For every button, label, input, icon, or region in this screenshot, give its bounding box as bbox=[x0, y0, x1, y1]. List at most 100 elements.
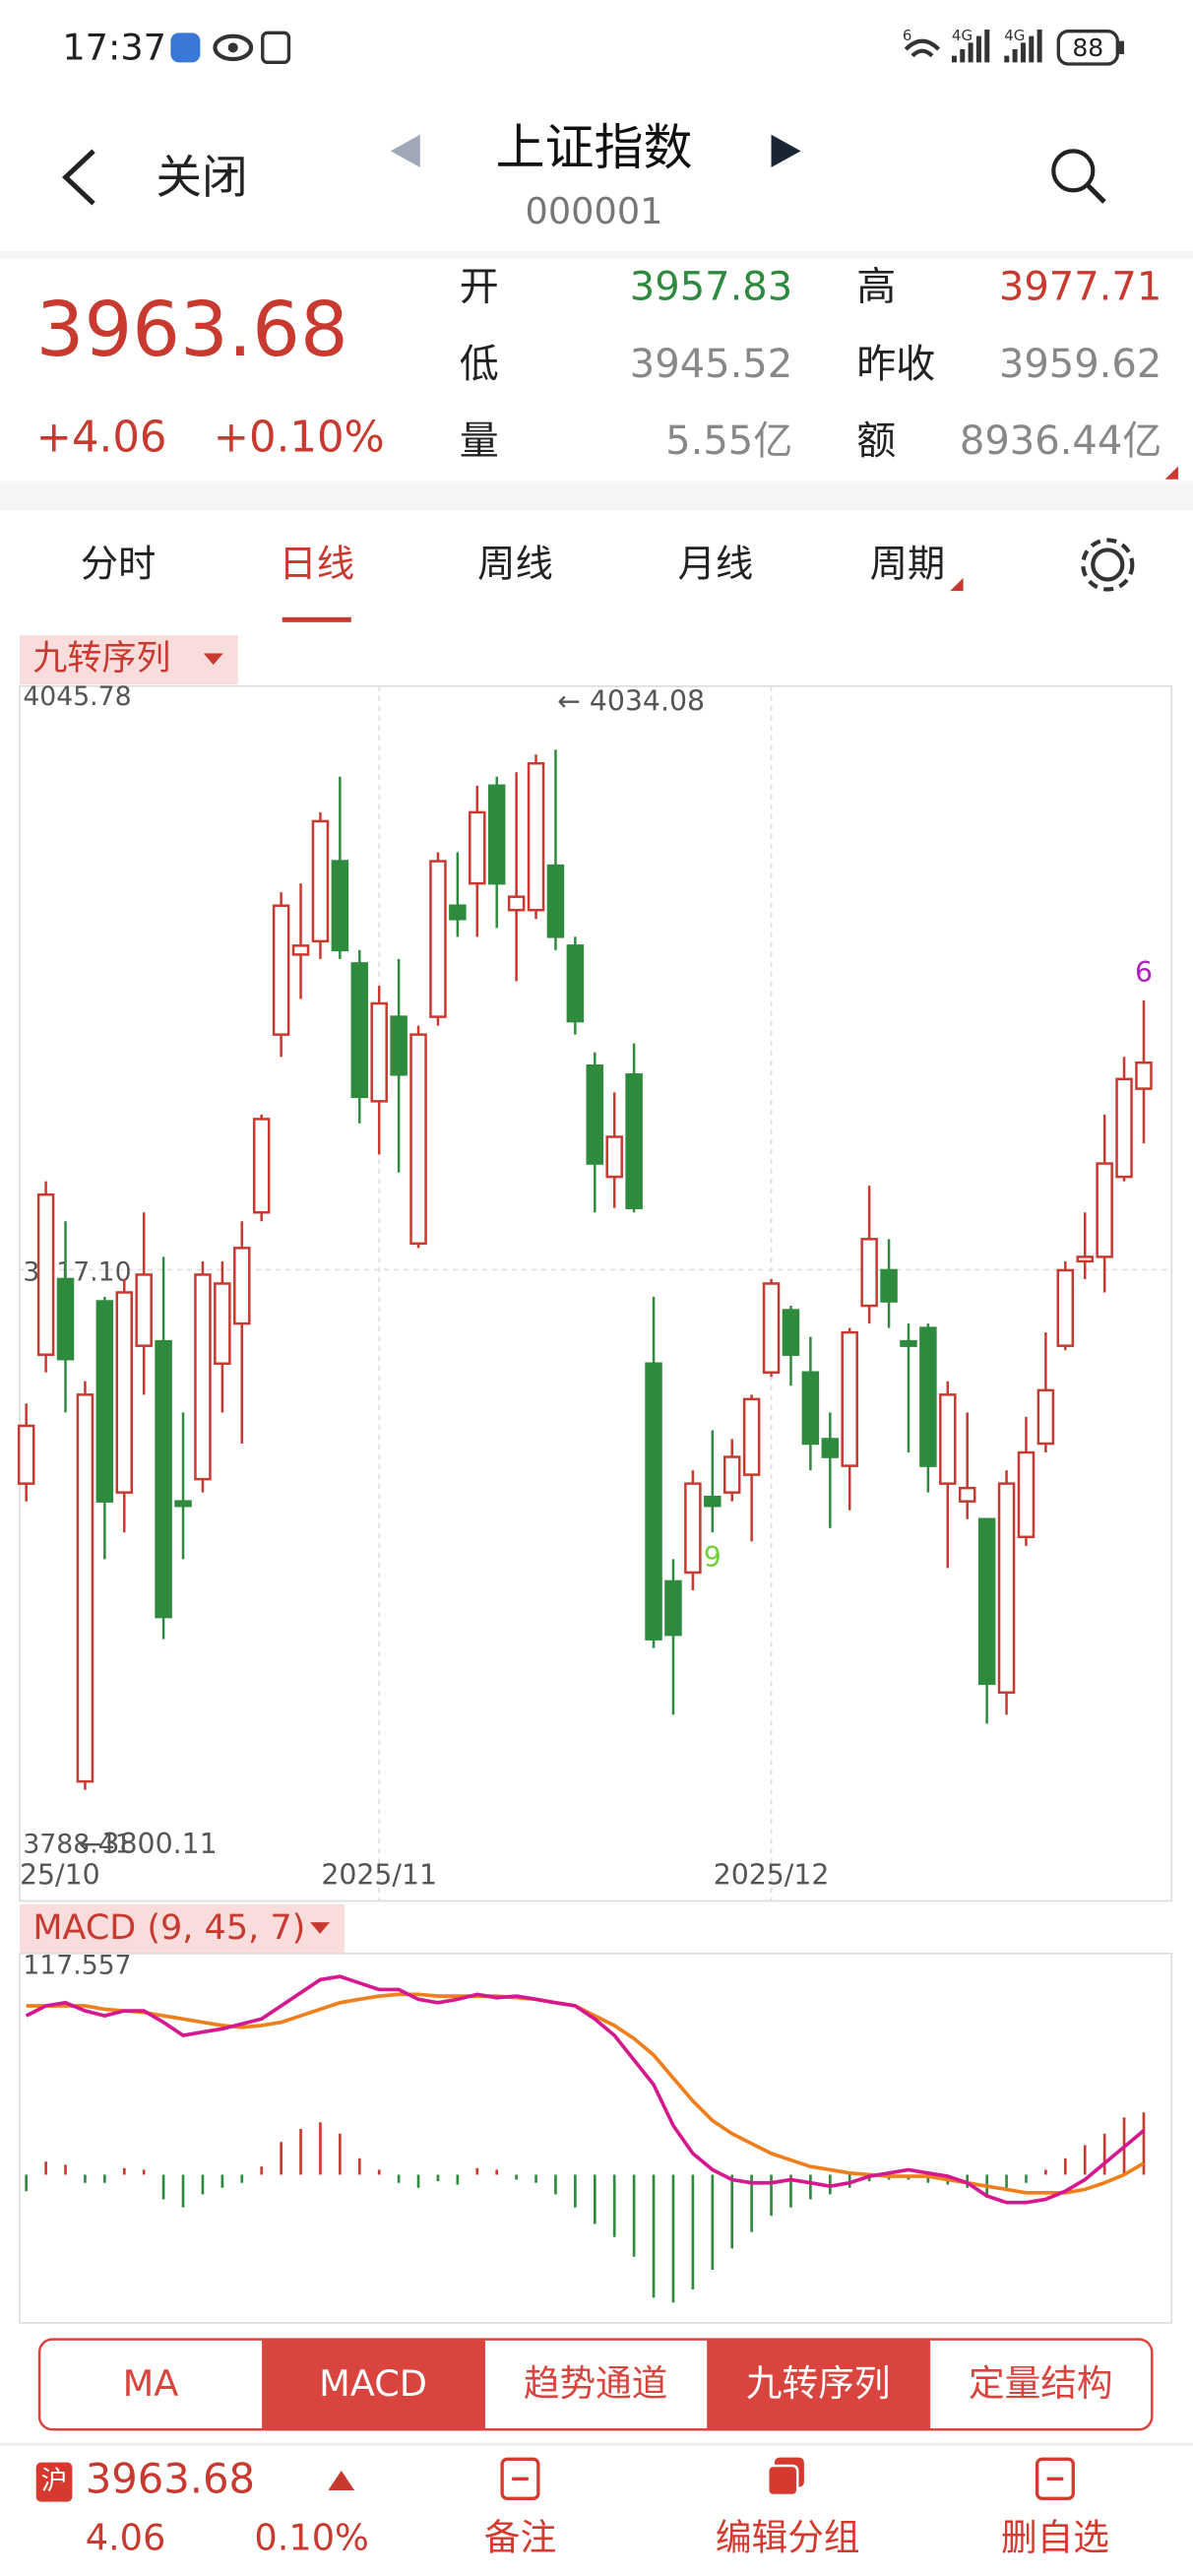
candle-body bbox=[586, 1063, 604, 1165]
tab-underline bbox=[282, 616, 351, 622]
candle-body bbox=[841, 1330, 858, 1467]
action-icon bbox=[1035, 2457, 1075, 2500]
candle-body bbox=[722, 1455, 741, 1494]
settings-icon[interactable] bbox=[1081, 538, 1135, 592]
candle-body bbox=[36, 1192, 55, 1356]
tab[interactable]: 日线 bbox=[279, 543, 354, 587]
field-value: 3977.71 bbox=[999, 264, 1162, 309]
candle-body bbox=[997, 1482, 1016, 1695]
candle-body bbox=[645, 1362, 662, 1641]
indicator-name: 九转序列 bbox=[32, 639, 170, 678]
candle-body bbox=[1115, 1077, 1133, 1179]
prev-arrow[interactable] bbox=[390, 134, 420, 168]
chart-frame bbox=[19, 685, 1173, 1902]
action-label[interactable]: 编辑分组 bbox=[716, 2516, 860, 2558]
signal-label: 6 bbox=[1135, 956, 1153, 989]
candle-body bbox=[291, 944, 310, 956]
field-label: 昨收 bbox=[856, 342, 935, 387]
button-active-bg bbox=[707, 2339, 930, 2430]
candle-body bbox=[762, 1282, 781, 1375]
field-label: 额 bbox=[856, 419, 896, 464]
candle-body bbox=[546, 864, 565, 938]
indicator-tag[interactable] bbox=[20, 635, 238, 685]
candle-body bbox=[821, 1438, 840, 1458]
candle-body bbox=[469, 810, 486, 885]
wifi-icon bbox=[904, 38, 941, 58]
indicator-button[interactable]: 定量结构 bbox=[969, 2362, 1113, 2405]
field-value: 3959.62 bbox=[999, 342, 1162, 387]
max-label: ← 4034.08 bbox=[557, 685, 705, 718]
gear-inner bbox=[1091, 547, 1125, 582]
dif-line bbox=[25, 1974, 1146, 2205]
candle-body bbox=[17, 1424, 35, 1485]
back-icon[interactable] bbox=[62, 149, 95, 206]
signal-label: 4G bbox=[952, 27, 973, 44]
indicator-buttons: MA MACD 趋势通道 九转序列 定量结构 bbox=[37, 2338, 1154, 2431]
divider bbox=[0, 2442, 1193, 2446]
y-tick-label: 3788.41 bbox=[23, 1829, 131, 1859]
tab[interactable]: 分时 bbox=[81, 543, 157, 587]
y-tick-label: 4045.78 bbox=[23, 681, 131, 712]
nfc-icon bbox=[261, 31, 291, 65]
tab[interactable]: 周线 bbox=[477, 543, 553, 587]
price-change: +4.06 bbox=[36, 413, 167, 462]
eye-icon bbox=[213, 33, 254, 62]
candle-body bbox=[625, 1073, 643, 1209]
close-button[interactable]: 关闭 bbox=[156, 152, 247, 205]
candle-body bbox=[155, 1339, 172, 1619]
field-label: 开 bbox=[460, 264, 499, 309]
action-icon bbox=[500, 2457, 540, 2500]
candle-body bbox=[214, 1282, 231, 1365]
x-tick-label: 2025/11 bbox=[321, 1858, 437, 1891]
candle-body bbox=[449, 904, 467, 921]
indicator-button[interactable]: 趋势通道 bbox=[524, 2362, 668, 2405]
candle-body bbox=[487, 784, 506, 885]
up-arrow bbox=[328, 2470, 355, 2490]
candle-body bbox=[1076, 1256, 1094, 1263]
action-label[interactable]: 删自选 bbox=[1001, 2516, 1109, 2558]
market-badge bbox=[35, 2462, 73, 2502]
field-value: 5.55亿 bbox=[665, 419, 792, 464]
candle-body bbox=[135, 1273, 153, 1347]
tab-corner bbox=[950, 577, 964, 592]
indicator-button[interactable]: 九转序列 bbox=[746, 2362, 891, 2405]
field-label: 低 bbox=[460, 342, 499, 387]
quote-fields: 开 3957.83 高 3977.71 低 3945.52 昨收 3959.62 量 5.55亿 额… bbox=[460, 264, 1162, 464]
candle-body bbox=[507, 895, 526, 912]
candle-body bbox=[311, 819, 330, 943]
indicator-button[interactable]: MACD bbox=[319, 2362, 427, 2405]
candle-body bbox=[56, 1277, 75, 1361]
candle-body bbox=[782, 1309, 800, 1356]
bottom-change-pct: 0.10% bbox=[254, 2516, 368, 2558]
candle-body bbox=[272, 904, 290, 1036]
bottom-actions: 备注 编辑分组 删自选 bbox=[484, 2457, 1109, 2558]
indicator-button[interactable]: MA bbox=[123, 2362, 179, 2405]
candle-body bbox=[194, 1273, 212, 1481]
candle-body bbox=[252, 1118, 271, 1214]
action-label[interactable]: 备注 bbox=[484, 2516, 556, 2558]
candle-body bbox=[350, 962, 369, 1099]
last-price: 3963.68 bbox=[36, 287, 348, 374]
period-tabs: 分时 日线 周线 月线 周期 bbox=[81, 543, 964, 622]
battery-level: 88 bbox=[1072, 33, 1103, 62]
tab[interactable]: 周期 bbox=[870, 543, 946, 587]
candle-body bbox=[860, 1238, 878, 1308]
signal-icon bbox=[951, 30, 990, 63]
min-label: ←3800.11 bbox=[79, 1828, 218, 1860]
signal-label: 4G bbox=[1004, 27, 1025, 44]
field-value: 3957.83 bbox=[630, 264, 792, 309]
stock-name: 上证指数 bbox=[495, 119, 692, 176]
macd-title: MACD (9, 45, 7) bbox=[32, 1908, 305, 1948]
indicator-tag[interactable] bbox=[20, 1903, 345, 1954]
app-icon bbox=[170, 32, 201, 63]
next-arrow[interactable] bbox=[771, 134, 801, 168]
candle-body bbox=[1135, 1061, 1153, 1090]
candle-body bbox=[664, 1579, 682, 1637]
candle-body bbox=[409, 1033, 427, 1246]
tab[interactable]: 月线 bbox=[678, 543, 754, 587]
field-label: 量 bbox=[460, 419, 499, 464]
search-icon[interactable] bbox=[1051, 149, 1096, 193]
candle-body bbox=[704, 1495, 722, 1508]
